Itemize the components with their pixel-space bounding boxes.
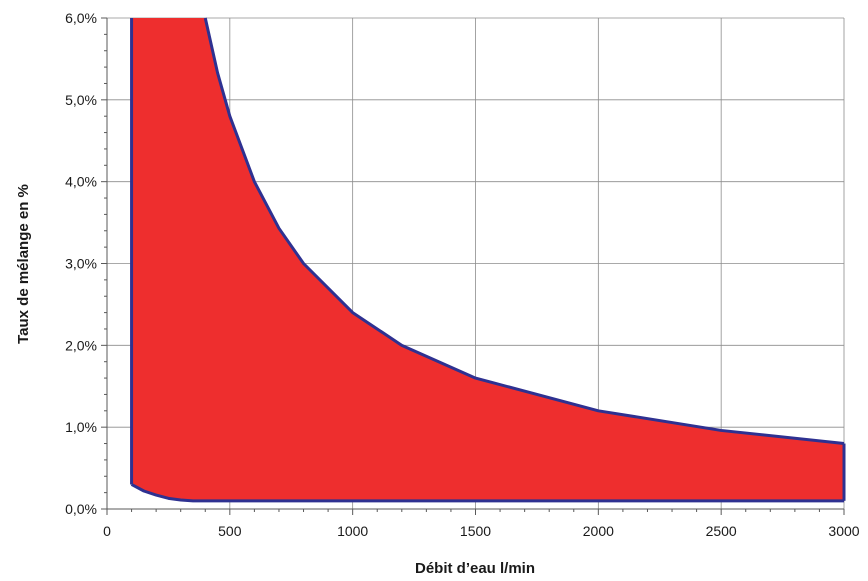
y-axis-title: Taux de mélange en %	[15, 184, 32, 344]
plot-area	[130, 17, 846, 503]
y-tick-label: 2,0%	[65, 337, 97, 353]
x-tick-label: 2000	[583, 523, 614, 539]
y-tick-label: 1,0%	[65, 419, 97, 435]
y-tick-label: 0,0%	[65, 501, 97, 517]
x-tick-labels: 0 500 1000 1500 2000 2500 3000	[103, 523, 860, 539]
lower-boundary-line	[130, 483, 844, 503]
y-tick-label: 4,0%	[65, 174, 97, 190]
upper-boundary-line	[203, 17, 845, 446]
y-tick-labels: 0,0% 1,0% 2,0% 3,0% 4,0% 5,0% 6,0%	[65, 10, 97, 517]
x-tick-label: 0	[103, 523, 111, 539]
x-tick-label: 1000	[337, 523, 368, 539]
axes	[101, 17, 845, 515]
operating-range-area	[131, 18, 844, 501]
y-tick-label: 6,0%	[65, 10, 97, 26]
x-tick-label: 2500	[706, 523, 737, 539]
x-axis-title: Débit d’eau l/min	[415, 560, 535, 577]
y-tick-label: 5,0%	[65, 92, 97, 108]
x-tick-label: 500	[218, 523, 242, 539]
x-tick-label: 3000	[828, 523, 859, 539]
y-tick-label: 3,0%	[65, 256, 97, 272]
x-tick-label: 1500	[460, 523, 491, 539]
